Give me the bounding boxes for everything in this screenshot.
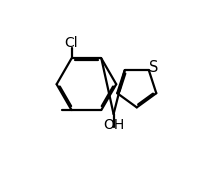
Text: OH: OH <box>103 118 124 132</box>
Text: S: S <box>149 60 159 75</box>
Text: Cl: Cl <box>65 36 78 50</box>
